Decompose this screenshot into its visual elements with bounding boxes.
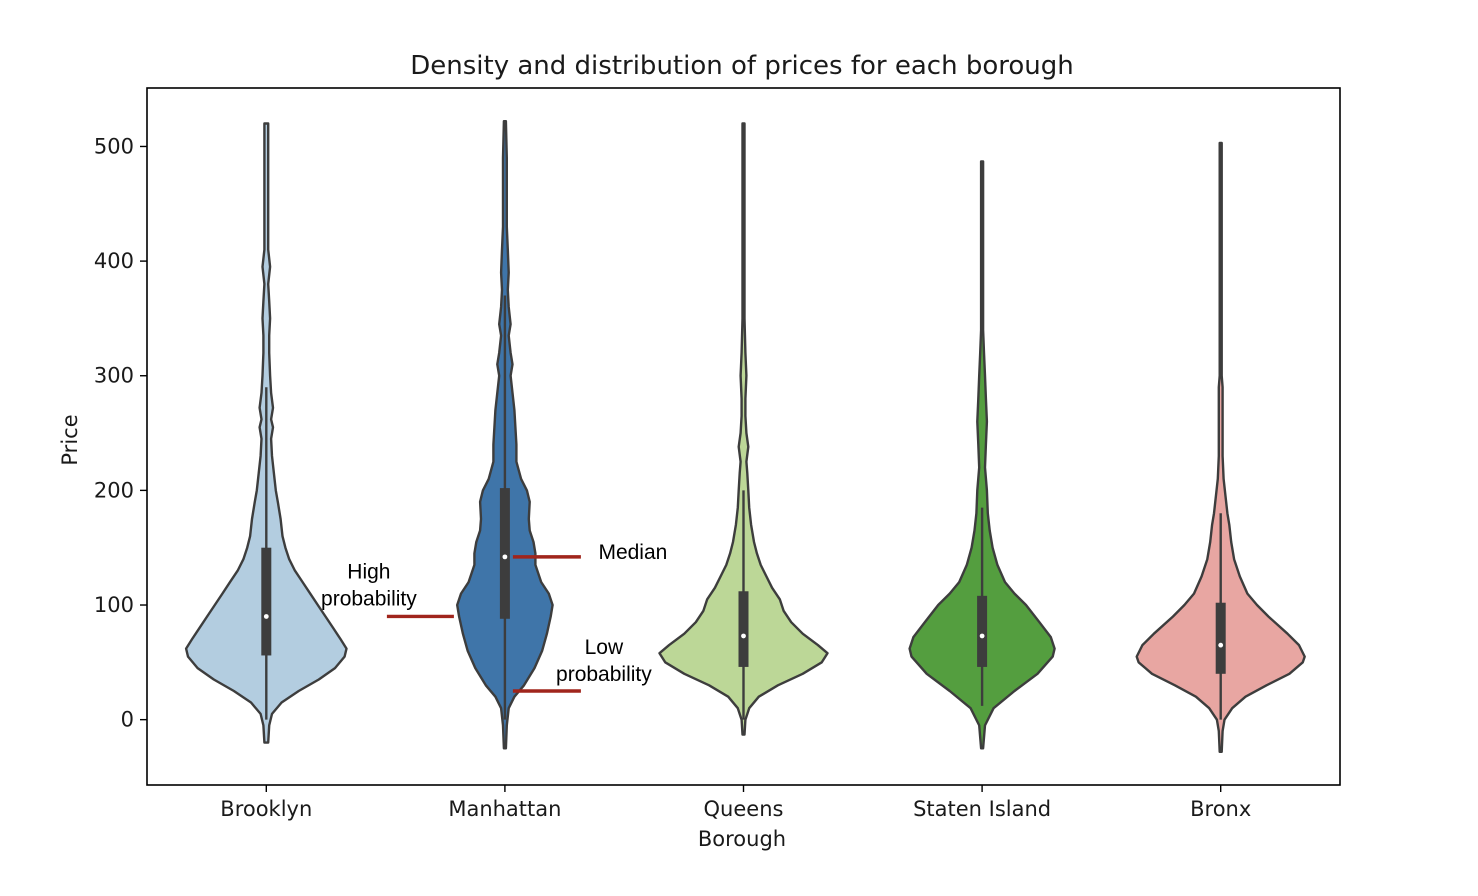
iqr-box-bronx bbox=[1215, 602, 1226, 674]
annotations-layer: High probability Median Low probability bbox=[321, 541, 667, 693]
median-marker-brooklyn bbox=[263, 614, 269, 619]
x-tick-label: Brooklyn bbox=[220, 797, 312, 821]
plot-frame bbox=[146, 87, 1341, 786]
boxes-layer bbox=[261, 295, 1226, 720]
iqr-box-queens bbox=[738, 591, 749, 667]
iqr-box-manhattan bbox=[499, 488, 510, 619]
x-axis: Brooklyn Manhattan Queens Staten Island Bron… bbox=[220, 785, 1251, 821]
x-tick-label: Bronx bbox=[1190, 797, 1251, 821]
annotation-text: High bbox=[347, 560, 390, 583]
annotation-text: Median bbox=[598, 541, 667, 564]
annotation-text: probability bbox=[321, 587, 417, 610]
median-marker-queens bbox=[741, 633, 746, 639]
violin-queens bbox=[658, 122, 829, 736]
median-marker-manhattan bbox=[502, 554, 508, 560]
violin-bronx bbox=[1135, 141, 1306, 753]
x-tick-label: Staten Island bbox=[913, 797, 1051, 821]
y-tick-label: 500 bbox=[94, 134, 134, 158]
y-tick-label: 300 bbox=[94, 364, 134, 388]
y-tick-label: 0 bbox=[121, 708, 134, 732]
x-axis-label: Borough bbox=[698, 827, 786, 851]
y-axis: 0 100 200 300 400 500 bbox=[94, 134, 147, 732]
median-marker-staten-island bbox=[979, 633, 985, 639]
violin-staten-island bbox=[908, 160, 1056, 750]
y-axis-label: Price bbox=[58, 414, 82, 465]
y-tick-label: 400 bbox=[94, 249, 134, 273]
chart-title: Density and distribution of prices for e… bbox=[410, 51, 1073, 81]
x-tick-label: Queens bbox=[704, 797, 784, 821]
y-tick-label: 100 bbox=[94, 593, 134, 617]
annotation-text: Low bbox=[585, 636, 624, 659]
annotation-text: probability bbox=[556, 663, 652, 686]
y-tick-label: 200 bbox=[94, 478, 134, 502]
iqr-box-brooklyn bbox=[261, 547, 272, 656]
iqr-box-staten-island bbox=[977, 595, 988, 667]
x-tick-label: Manhattan bbox=[448, 797, 561, 821]
median-marker-bronx bbox=[1218, 642, 1224, 648]
